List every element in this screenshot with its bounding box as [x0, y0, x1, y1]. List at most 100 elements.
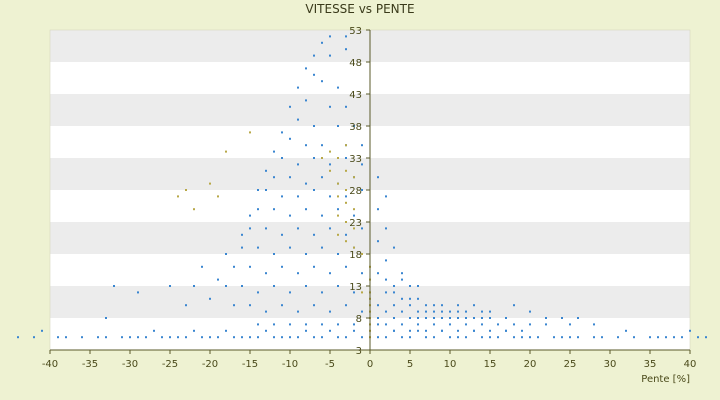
data-point: [249, 336, 251, 339]
data-point: [625, 329, 627, 332]
data-point: [225, 329, 227, 332]
data-point: [273, 253, 275, 255]
data-point: [321, 41, 323, 44]
data-point: [289, 336, 291, 339]
data-point: [329, 227, 331, 230]
data-point: [409, 304, 411, 307]
data-point: [289, 214, 291, 217]
data-point: [241, 285, 243, 287]
data-point: [385, 259, 387, 262]
data-point: [489, 329, 491, 332]
x-tick-label: -20: [202, 359, 218, 370]
data-point: [353, 246, 355, 249]
data-point: [249, 214, 251, 217]
data-point: [353, 323, 355, 326]
data-point: [425, 317, 427, 319]
x-tick-label: 35: [644, 359, 657, 370]
data-point: [321, 291, 323, 294]
data-point: [497, 323, 499, 326]
data-point: [337, 86, 339, 89]
y-tick-label: 38: [349, 122, 362, 133]
data-point: [593, 336, 595, 339]
data-point: [497, 336, 499, 339]
data-point: [329, 169, 331, 172]
data-point: [361, 272, 363, 275]
data-point: [465, 323, 467, 326]
data-point: [233, 265, 235, 268]
data-point: [377, 304, 379, 307]
y-tick-label: 18: [349, 250, 362, 261]
data-point: [305, 253, 307, 255]
data-point: [393, 291, 395, 294]
data-point: [345, 169, 347, 172]
data-point: [401, 323, 403, 326]
data-point: [377, 176, 379, 179]
data-point: [57, 336, 59, 339]
data-point: [201, 336, 203, 339]
data-point: [337, 285, 339, 287]
x-tick-label: -30: [122, 359, 138, 370]
data-point: [209, 297, 211, 300]
data-point: [281, 131, 283, 134]
data-point: [329, 35, 331, 38]
y-tick-label: 3: [356, 346, 362, 357]
data-point: [449, 323, 451, 326]
data-point: [385, 310, 387, 313]
data-point: [353, 125, 355, 127]
data-point: [433, 304, 435, 307]
data-point: [329, 105, 331, 108]
data-point: [377, 240, 379, 243]
data-point: [153, 329, 155, 332]
data-point: [321, 80, 323, 83]
data-point: [529, 310, 531, 313]
data-point: [361, 336, 363, 339]
data-point: [593, 323, 595, 326]
data-point: [329, 272, 331, 275]
data-point: [441, 304, 443, 307]
data-point: [521, 336, 523, 339]
data-point: [345, 189, 347, 191]
data-point: [33, 336, 35, 339]
data-point: [41, 329, 43, 332]
data-point: [233, 304, 235, 307]
x-tick-label: 5: [407, 359, 413, 370]
data-point: [377, 208, 379, 211]
data-point: [465, 310, 467, 313]
data-point: [337, 253, 339, 255]
data-point: [481, 323, 483, 326]
data-point: [217, 278, 219, 281]
data-point: [561, 317, 563, 319]
data-point: [313, 265, 315, 268]
data-point: [265, 227, 267, 230]
data-point: [441, 317, 443, 319]
data-point: [321, 144, 323, 147]
data-point: [345, 233, 347, 236]
data-point: [417, 310, 419, 313]
data-point: [257, 189, 259, 191]
data-point: [129, 336, 131, 339]
data-point: [361, 189, 363, 191]
data-point: [401, 297, 403, 300]
data-point: [361, 310, 363, 313]
data-point: [465, 317, 467, 319]
data-point: [305, 323, 307, 326]
x-tick-label: -35: [82, 359, 98, 370]
data-point: [137, 336, 139, 339]
data-point: [401, 310, 403, 313]
data-point: [265, 272, 267, 275]
data-point: [297, 195, 299, 198]
data-point: [577, 336, 579, 339]
x-tick-label: -25: [162, 359, 178, 370]
data-point: [553, 336, 555, 339]
data-point: [217, 336, 219, 339]
data-point: [433, 317, 435, 319]
data-point: [249, 131, 251, 134]
data-point: [537, 336, 539, 339]
data-point: [417, 323, 419, 326]
data-point: [337, 233, 339, 236]
data-point: [65, 336, 67, 339]
data-point: [113, 285, 115, 287]
data-point: [513, 323, 515, 326]
data-point: [257, 208, 259, 211]
